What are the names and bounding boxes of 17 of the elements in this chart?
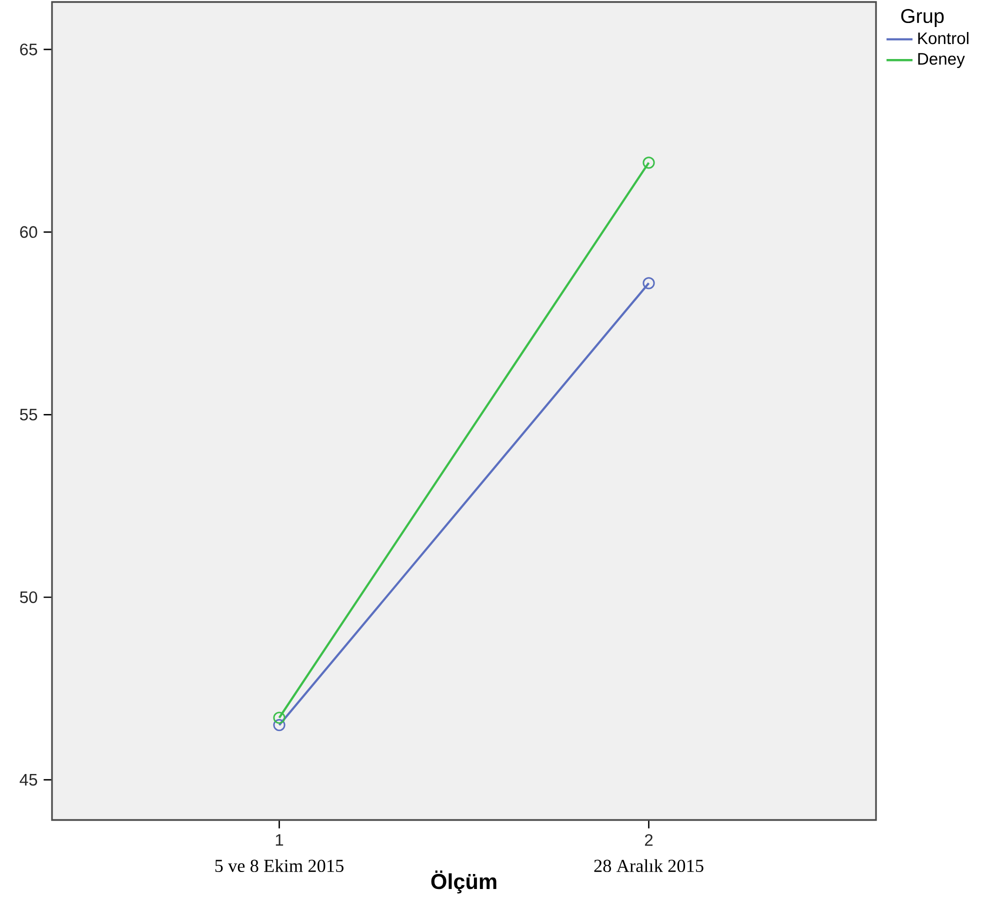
legend-label: Deney bbox=[918, 53, 965, 68]
y-tick-label: 55 bbox=[20, 408, 38, 420]
y-tick-label: 45 bbox=[20, 774, 38, 786]
text: 5 ve 8 Ekim 2015 bbox=[215, 859, 344, 872]
x-tick-label: 2 bbox=[644, 834, 653, 846]
point bbox=[273, 718, 286, 732]
point bbox=[642, 156, 655, 169]
x-axis-title: Ölçüm bbox=[431, 870, 496, 894]
y-tick-label: 50 bbox=[20, 591, 38, 604]
x-tick-label: 1 bbox=[276, 834, 284, 846]
y-tick-label: 65 bbox=[20, 44, 38, 56]
legend-title: Grup bbox=[901, 8, 944, 28]
y-tick-label: 60 bbox=[20, 226, 38, 238]
point bbox=[273, 712, 286, 724]
text: 28 Aralık 2015 bbox=[594, 859, 704, 872]
point bbox=[642, 277, 655, 290]
legend-label: Kontrol bbox=[918, 32, 968, 44]
